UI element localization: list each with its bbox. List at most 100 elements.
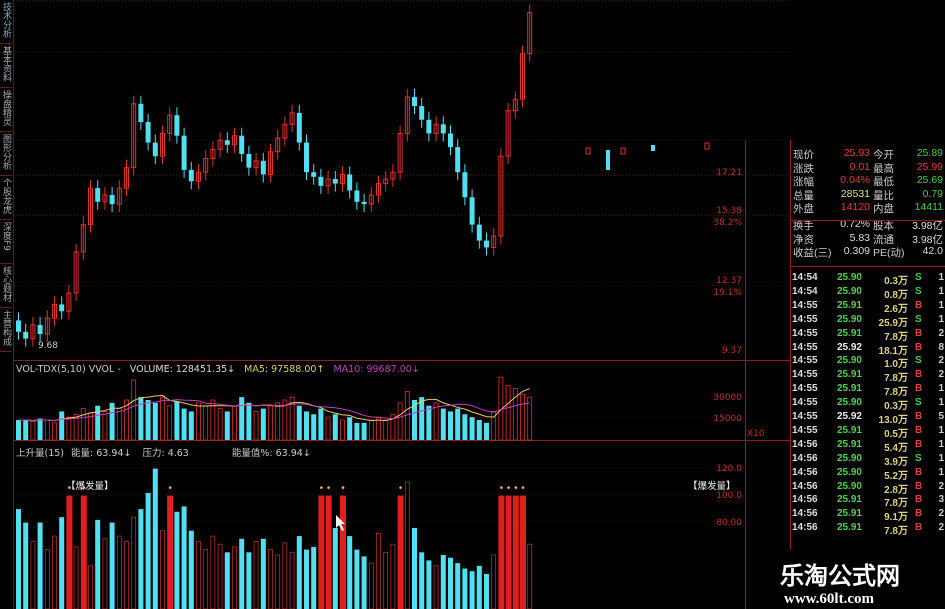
volume-bar <box>368 419 374 441</box>
quote-label: 量比 <box>873 189 894 202</box>
candle <box>311 172 317 177</box>
candle <box>102 194 108 203</box>
trade-row: 14:55 25.92 13.0万 B 5 <box>791 411 945 426</box>
trade-count: 2 <box>938 355 944 367</box>
sidebar-tab[interactable]: 核心题材 <box>0 264 12 308</box>
quote-label: 股本 <box>873 220 894 232</box>
candle <box>152 142 158 157</box>
indicator-bar <box>404 481 410 609</box>
volume-bar <box>37 418 43 440</box>
trade-side: B <box>915 522 923 534</box>
burst-bar <box>397 495 404 609</box>
candle <box>440 124 446 134</box>
indicator-bar <box>347 536 353 609</box>
candle <box>318 176 324 186</box>
trade-time: 14:56 <box>792 522 818 534</box>
trade-row: 14:56 25.90 2.8万 B 2 <box>791 480 945 496</box>
sidebar-tab[interactable]: 操盘精灵 <box>0 88 12 132</box>
volume-bar <box>484 422 489 440</box>
quote-row: 净资 5.83 流通 3.98亿 <box>791 232 945 246</box>
quote-value: 0.79 <box>922 187 943 200</box>
sidebar-tab[interactable]: 基本资料 <box>0 44 12 88</box>
sidebar-tab[interactable]: 深度F9 <box>0 220 12 264</box>
indicator-bar <box>332 528 338 609</box>
sidebar-tab[interactable]: 图形分析 <box>0 132 12 176</box>
volume-bar <box>73 413 79 441</box>
trade-count: 2 <box>938 480 944 492</box>
trade-row: 14:56 25.91 9.1万 B 2 <box>791 508 945 523</box>
trade-price: 25.91 <box>836 494 862 506</box>
trade-count: 1 <box>938 299 944 311</box>
quote-value: 3.98亿 <box>912 233 943 246</box>
volume-bar <box>419 397 425 440</box>
candle <box>347 174 353 191</box>
kline-chart[interactable]: 17.21 15.38 38.2% 12.37 19.1% 9.37 9.68 30000 15… <box>14 0 790 609</box>
quote-value: 25.93 <box>843 147 870 159</box>
price-axis-label: 38.2% <box>713 218 742 228</box>
trade-side: B <box>915 438 923 450</box>
quote-value: 25.99 <box>916 160 943 173</box>
volume-bar <box>30 421 36 441</box>
indicator-bar <box>484 573 489 609</box>
candle <box>239 135 245 154</box>
volume-bar <box>520 393 525 441</box>
vol-name: VOL-TDX(5,10) VVOL - <box>16 364 121 375</box>
quote-value: 0.01 <box>849 160 870 173</box>
trade-price: 25.90 <box>836 466 862 478</box>
quote-row: 总量 28531 量比 0.79 <box>791 188 945 202</box>
quote-label: 最低 <box>873 176 894 189</box>
volume-bar <box>332 414 338 440</box>
candle <box>188 169 194 182</box>
trade-time: 14:56 <box>792 480 818 492</box>
burst-label: 【爆发量】 <box>66 481 114 492</box>
indicator-bar <box>239 538 245 609</box>
trade-row: 14:55 25.90 25.9万 S 1 <box>791 313 945 329</box>
burst-bar <box>512 495 519 609</box>
candle <box>469 197 475 225</box>
indicator-bar <box>30 541 36 609</box>
indicator-bar <box>282 542 288 609</box>
trade-volume: 5.4万 <box>884 442 908 454</box>
trade-count: 1 <box>938 424 944 436</box>
indicator-bar <box>426 560 432 609</box>
quote-value: 42.0 <box>922 245 943 258</box>
sidebar-tab[interactable]: 个股龙虎 <box>0 176 12 220</box>
quote-label: 今开 <box>873 149 894 161</box>
volume-unit-label: X10 <box>747 429 765 439</box>
candle <box>651 145 655 151</box>
volume-bar <box>412 400 417 440</box>
trade-volume: 3.9万 <box>884 456 908 468</box>
burst-dot <box>82 486 86 489</box>
burst-dot <box>68 486 71 489</box>
indicator-bar <box>131 516 137 609</box>
indicator-bar <box>455 563 461 609</box>
price-axis-label: 17.21 <box>716 168 742 178</box>
divider <box>791 266 945 267</box>
trade-count: 1 <box>938 313 944 325</box>
volume-bar <box>361 422 367 440</box>
volume-bar <box>217 408 223 441</box>
trade-count: 2 <box>938 327 944 339</box>
sidebar-tab[interactable]: 主营构成 <box>0 308 12 352</box>
sidebar-tab[interactable]: 技术分析 <box>0 0 12 44</box>
volume-bar <box>397 402 403 441</box>
indicator-bar <box>217 543 223 609</box>
volume-bar <box>181 408 187 440</box>
candle <box>145 122 151 143</box>
indicator-bar <box>296 536 302 609</box>
indicator-bar <box>73 546 79 609</box>
ind-energy: 能量: 63.94↓ <box>71 448 132 459</box>
candle <box>44 317 50 335</box>
trade-row: 14:55 25.91 7.8万 B 2 <box>791 327 945 343</box>
trade-volume: 7.8万 <box>884 387 908 399</box>
trade-price: 25.90 <box>836 480 862 492</box>
indicator-axis-label: 120.0 <box>716 464 742 474</box>
candle <box>491 235 497 248</box>
volume-bar <box>167 405 173 441</box>
volume-bar <box>433 402 439 441</box>
indicator-bar <box>289 551 295 609</box>
candle <box>138 103 144 123</box>
vol-ma10: MA10: 99687.00↓ <box>333 364 420 375</box>
trade-row: 14:54 25.90 0.8万 S 1 <box>791 285 945 301</box>
trade-count: 1 <box>938 285 944 297</box>
